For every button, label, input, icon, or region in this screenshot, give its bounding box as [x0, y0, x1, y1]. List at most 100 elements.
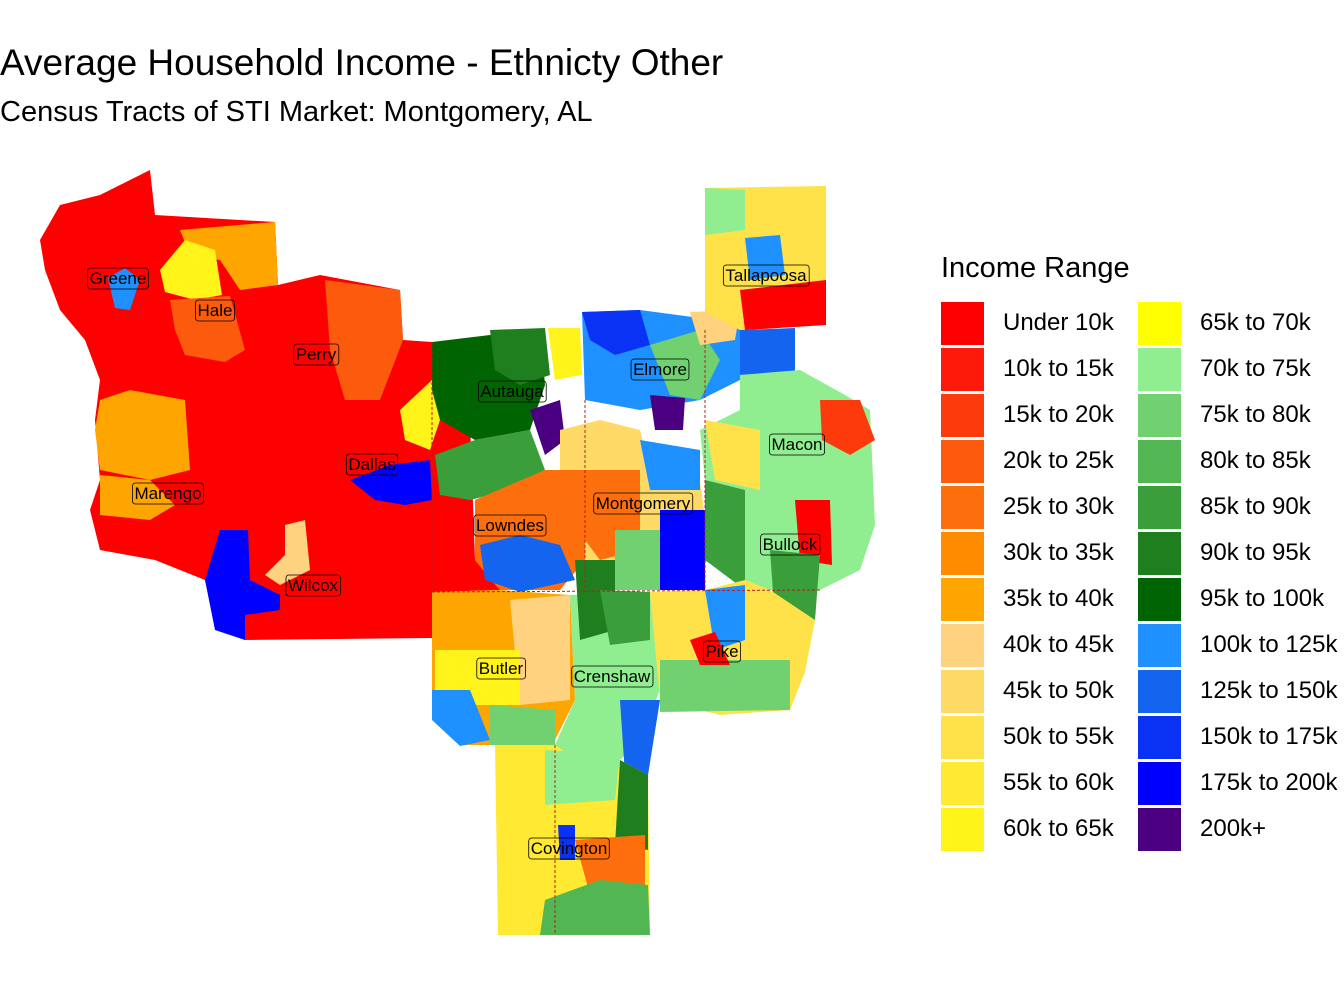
legend-item: 75k to 80k — [1138, 392, 1337, 438]
legend-label: 75k to 80k — [1200, 401, 1311, 428]
legend-swatch — [941, 669, 984, 713]
tract — [400, 380, 440, 450]
legend-item: 90k to 95k — [1138, 530, 1337, 576]
legend-label: 95k to 100k — [1200, 585, 1325, 612]
legend-swatch — [941, 439, 984, 483]
legend-swatch — [941, 393, 984, 437]
legend-swatch — [1138, 715, 1181, 759]
legend-label: 50k to 55k — [1003, 723, 1114, 750]
county-label-covington: Covington — [528, 837, 610, 860]
county-label-box — [722, 264, 810, 287]
tract — [350, 460, 432, 505]
county-name: Covington — [531, 839, 608, 858]
legend-item: 55k to 60k — [941, 760, 1114, 806]
tract — [740, 280, 826, 330]
county-name: Macon — [771, 435, 822, 454]
tract — [640, 440, 700, 490]
county-name: Elmore — [633, 360, 687, 379]
tract — [325, 280, 403, 400]
legend-swatch — [1138, 577, 1181, 621]
county-label-dallas: Dallas — [345, 453, 399, 476]
legend-item: Under 10k — [941, 300, 1114, 346]
legend-item: 40k to 45k — [941, 622, 1114, 668]
tract — [650, 395, 685, 430]
county-label-box — [345, 453, 399, 476]
legend-item: 65k to 70k — [1138, 300, 1337, 346]
tract — [795, 500, 832, 565]
legend-swatch — [941, 623, 984, 667]
county-label-box — [593, 492, 694, 515]
tract — [205, 530, 280, 640]
county-borders — [431, 330, 821, 935]
legend-item: 45k to 50k — [941, 668, 1114, 714]
county-label-pike: Pike — [703, 640, 741, 663]
tract — [100, 475, 175, 520]
legend-label: 30k to 35k — [1003, 539, 1114, 566]
county-name: Autauga — [480, 382, 544, 401]
tract — [650, 330, 720, 400]
legend-item: 80k to 85k — [1138, 438, 1337, 484]
legend-title: Income Range — [941, 252, 1130, 284]
legend-label: 100k to 125k — [1200, 631, 1338, 658]
choropleth-map: Greene Hale Perry Autauga Elmore Tallapoosa Ma… — [40, 170, 875, 935]
legend-label: 65k to 70k — [1200, 309, 1311, 336]
county-label-box — [571, 665, 654, 688]
county-label-greene: Greene — [87, 267, 149, 290]
legend-label: 45k to 50k — [1003, 677, 1114, 704]
county-name: Lowndes — [476, 516, 544, 535]
legend-label: 70k to 75k — [1200, 355, 1311, 382]
tract — [660, 510, 705, 590]
legend-column-2: 65k to 70k 70k to 75k 75k to 80k 80k to 85k… — [1138, 300, 1337, 852]
tract — [558, 825, 575, 860]
legend-item: 15k to 20k — [941, 392, 1114, 438]
legend-label: 20k to 25k — [1003, 447, 1114, 474]
legend-label: 175k to 200k — [1200, 769, 1338, 796]
county-label-autauga: Autauga — [477, 380, 547, 403]
legend-swatch — [941, 807, 984, 851]
legend-swatch — [1138, 485, 1181, 529]
legend-swatch — [941, 715, 984, 759]
county-name: Dallas — [348, 455, 395, 474]
legend-swatch — [1138, 439, 1181, 483]
county-label-box — [477, 380, 547, 403]
county-name: Perry — [296, 345, 337, 364]
county-label-butler: Butler — [476, 657, 526, 680]
tract — [582, 310, 650, 355]
county-label-box — [285, 574, 341, 597]
tract — [545, 750, 620, 805]
county-label-box — [476, 657, 526, 680]
tract — [548, 328, 582, 380]
tract — [820, 400, 875, 455]
tract — [615, 530, 660, 590]
legend-label: 125k to 150k — [1200, 677, 1338, 704]
map-subtitle: Census Tracts of STI Market: Montgomery,… — [0, 96, 593, 128]
legend-item: 150k to 175k — [1138, 714, 1337, 760]
tract — [170, 296, 245, 362]
legend-item: 100k to 125k — [1138, 622, 1337, 668]
county-label-box — [630, 358, 690, 381]
legend-swatch — [1138, 623, 1181, 667]
tract — [705, 420, 760, 490]
tract — [620, 700, 660, 775]
county-label-macon: Macon — [769, 433, 825, 456]
tract — [690, 632, 730, 665]
legend-swatch — [941, 485, 984, 529]
legend-label: 80k to 85k — [1200, 447, 1311, 474]
tract — [490, 328, 550, 385]
tract — [575, 835, 645, 895]
legend-item: 60k to 65k — [941, 806, 1114, 852]
map-title: Average Household Income - Ethnicty Othe… — [0, 42, 724, 83]
legend-swatch — [941, 347, 984, 391]
census-tracts — [40, 170, 875, 935]
county-name: Marengo — [134, 484, 201, 503]
legend-label: 10k to 15k — [1003, 355, 1114, 382]
tract — [95, 390, 190, 480]
legend-label: Under 10k — [1003, 309, 1114, 336]
legend-swatch — [1138, 761, 1181, 805]
legend-item: 25k to 30k — [941, 484, 1114, 530]
tract — [600, 590, 650, 645]
tract — [265, 520, 310, 585]
legend-label: 60k to 65k — [1003, 815, 1114, 842]
legend-swatch — [1138, 301, 1181, 345]
county-name: Pike — [705, 642, 738, 661]
